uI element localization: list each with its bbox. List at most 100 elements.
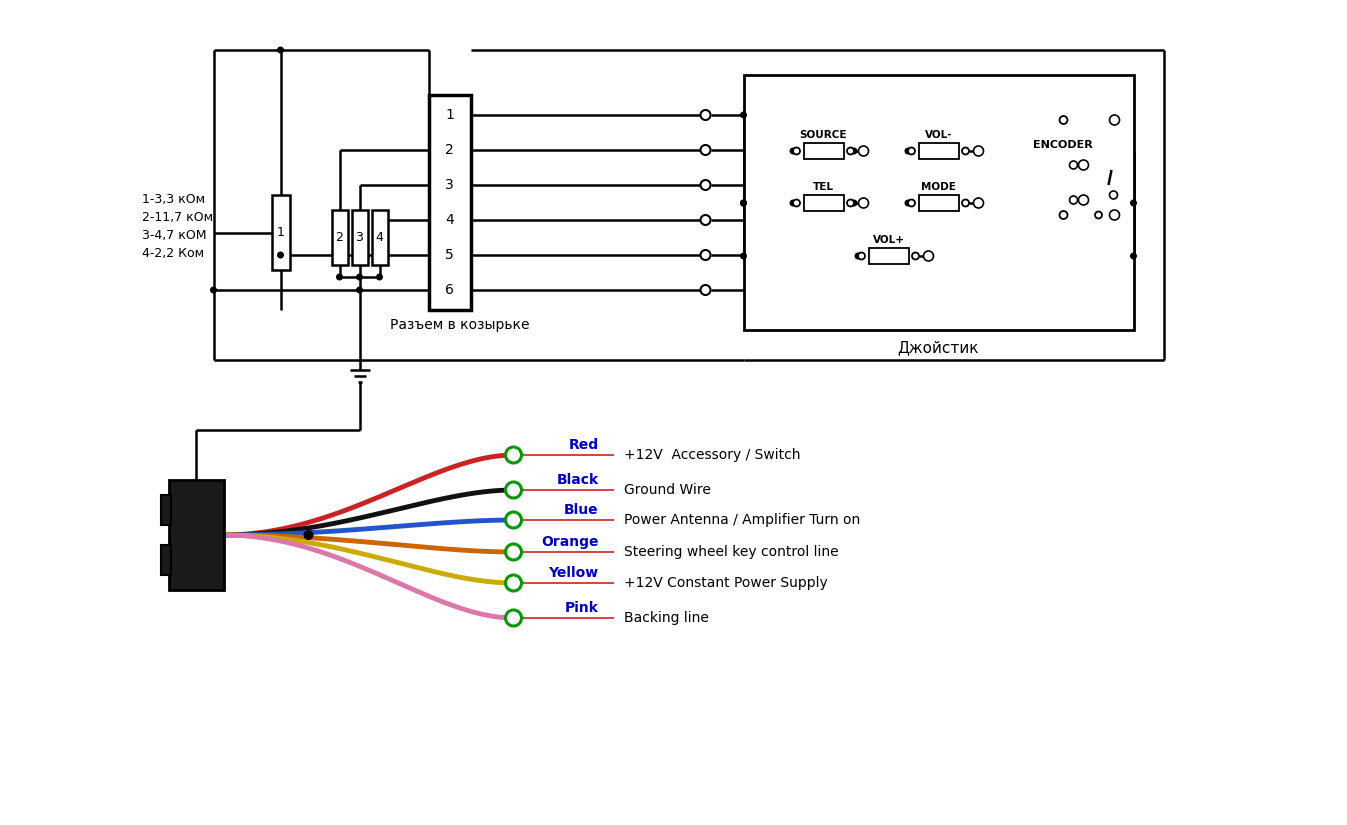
- Circle shape: [962, 200, 968, 206]
- Circle shape: [1095, 211, 1102, 219]
- Circle shape: [700, 110, 710, 120]
- Text: VOL+: VOL+: [873, 235, 904, 245]
- Circle shape: [356, 286, 362, 294]
- Text: MODE: MODE: [921, 182, 956, 192]
- Circle shape: [1060, 116, 1068, 124]
- Text: Джойстик: Джойстик: [897, 341, 979, 356]
- Text: 2-11,7 кОм: 2-11,7 кОм: [141, 211, 213, 224]
- Circle shape: [1130, 200, 1137, 206]
- Circle shape: [858, 252, 865, 260]
- Text: T: T: [1113, 212, 1117, 218]
- Circle shape: [793, 148, 800, 154]
- Text: T: T: [1113, 117, 1117, 123]
- Text: +12V Constant Power Supply: +12V Constant Power Supply: [624, 576, 827, 590]
- Circle shape: [1110, 210, 1119, 220]
- Text: Black: Black: [556, 473, 598, 487]
- Circle shape: [847, 200, 854, 206]
- Bar: [804, 143, 843, 159]
- Text: 1-3,3 кОм: 1-3,3 кОм: [141, 194, 205, 206]
- Text: T: T: [861, 200, 866, 206]
- Text: Ground Wire: Ground Wire: [624, 483, 710, 497]
- Circle shape: [908, 148, 915, 154]
- Text: 3: 3: [445, 178, 454, 192]
- Circle shape: [700, 180, 710, 190]
- Circle shape: [1060, 211, 1068, 219]
- Text: ENCODER: ENCODER: [1033, 140, 1094, 150]
- Circle shape: [700, 285, 710, 295]
- Circle shape: [740, 200, 748, 206]
- Bar: [744, 75, 1133, 330]
- Circle shape: [850, 148, 858, 154]
- Text: TEL: TEL: [814, 182, 834, 192]
- Text: Yellow: Yellow: [548, 566, 598, 580]
- Circle shape: [505, 512, 521, 528]
- Bar: [168, 480, 224, 590]
- Text: Разъем в козырьке: Разъем в козырьке: [389, 318, 529, 332]
- Circle shape: [1079, 160, 1088, 170]
- Bar: [869, 248, 908, 264]
- Circle shape: [376, 274, 383, 281]
- Circle shape: [740, 252, 748, 260]
- Circle shape: [904, 200, 912, 206]
- Circle shape: [210, 286, 217, 294]
- Circle shape: [335, 274, 343, 281]
- Circle shape: [974, 198, 983, 208]
- Circle shape: [505, 544, 521, 560]
- Circle shape: [789, 148, 796, 154]
- Bar: [160, 495, 171, 525]
- Bar: [919, 143, 959, 159]
- Circle shape: [908, 200, 915, 206]
- Circle shape: [700, 145, 710, 155]
- Circle shape: [789, 200, 796, 206]
- Circle shape: [1110, 191, 1118, 199]
- Circle shape: [850, 200, 858, 206]
- Text: Backing line: Backing line: [624, 611, 709, 625]
- Bar: [919, 195, 959, 211]
- Text: 4: 4: [445, 213, 454, 227]
- Circle shape: [505, 482, 521, 498]
- Bar: [352, 210, 368, 265]
- Circle shape: [793, 200, 800, 206]
- Text: 2: 2: [335, 231, 343, 244]
- Text: 3: 3: [356, 231, 364, 244]
- Circle shape: [912, 252, 919, 260]
- Text: 4: 4: [376, 231, 384, 244]
- Bar: [428, 95, 470, 310]
- Circle shape: [740, 200, 748, 206]
- Text: Blue: Blue: [564, 503, 598, 517]
- Circle shape: [700, 250, 710, 260]
- Circle shape: [700, 215, 710, 225]
- Circle shape: [505, 447, 521, 463]
- Text: T: T: [927, 253, 931, 259]
- Text: +12V  Accessory / Switch: +12V Accessory / Switch: [624, 448, 800, 462]
- Circle shape: [277, 252, 284, 258]
- Circle shape: [1070, 196, 1078, 204]
- Circle shape: [303, 530, 314, 540]
- Circle shape: [1110, 115, 1119, 125]
- Text: Orange: Orange: [541, 535, 598, 549]
- Text: T: T: [1082, 162, 1086, 168]
- Circle shape: [1070, 161, 1078, 169]
- Text: Red: Red: [568, 438, 598, 452]
- Text: SOURCE: SOURCE: [800, 130, 847, 140]
- Circle shape: [904, 148, 912, 154]
- Text: 3-4,7 кОМ: 3-4,7 кОМ: [141, 229, 206, 243]
- Text: 1: 1: [276, 226, 284, 239]
- Circle shape: [1130, 252, 1137, 260]
- Text: Pink: Pink: [564, 601, 598, 615]
- Circle shape: [277, 46, 284, 54]
- Bar: [160, 545, 171, 575]
- Circle shape: [974, 146, 983, 156]
- Circle shape: [854, 252, 862, 260]
- Circle shape: [858, 198, 869, 208]
- Text: 6: 6: [445, 283, 454, 297]
- Text: Steering wheel key control line: Steering wheel key control line: [624, 545, 838, 559]
- Circle shape: [505, 610, 521, 626]
- Text: Power Antenna / Amplifier Turn on: Power Antenna / Amplifier Turn on: [624, 513, 859, 527]
- Circle shape: [356, 274, 362, 281]
- Bar: [331, 210, 348, 265]
- Bar: [804, 195, 843, 211]
- Circle shape: [740, 111, 748, 119]
- Text: 5: 5: [445, 248, 454, 262]
- Bar: [372, 210, 388, 265]
